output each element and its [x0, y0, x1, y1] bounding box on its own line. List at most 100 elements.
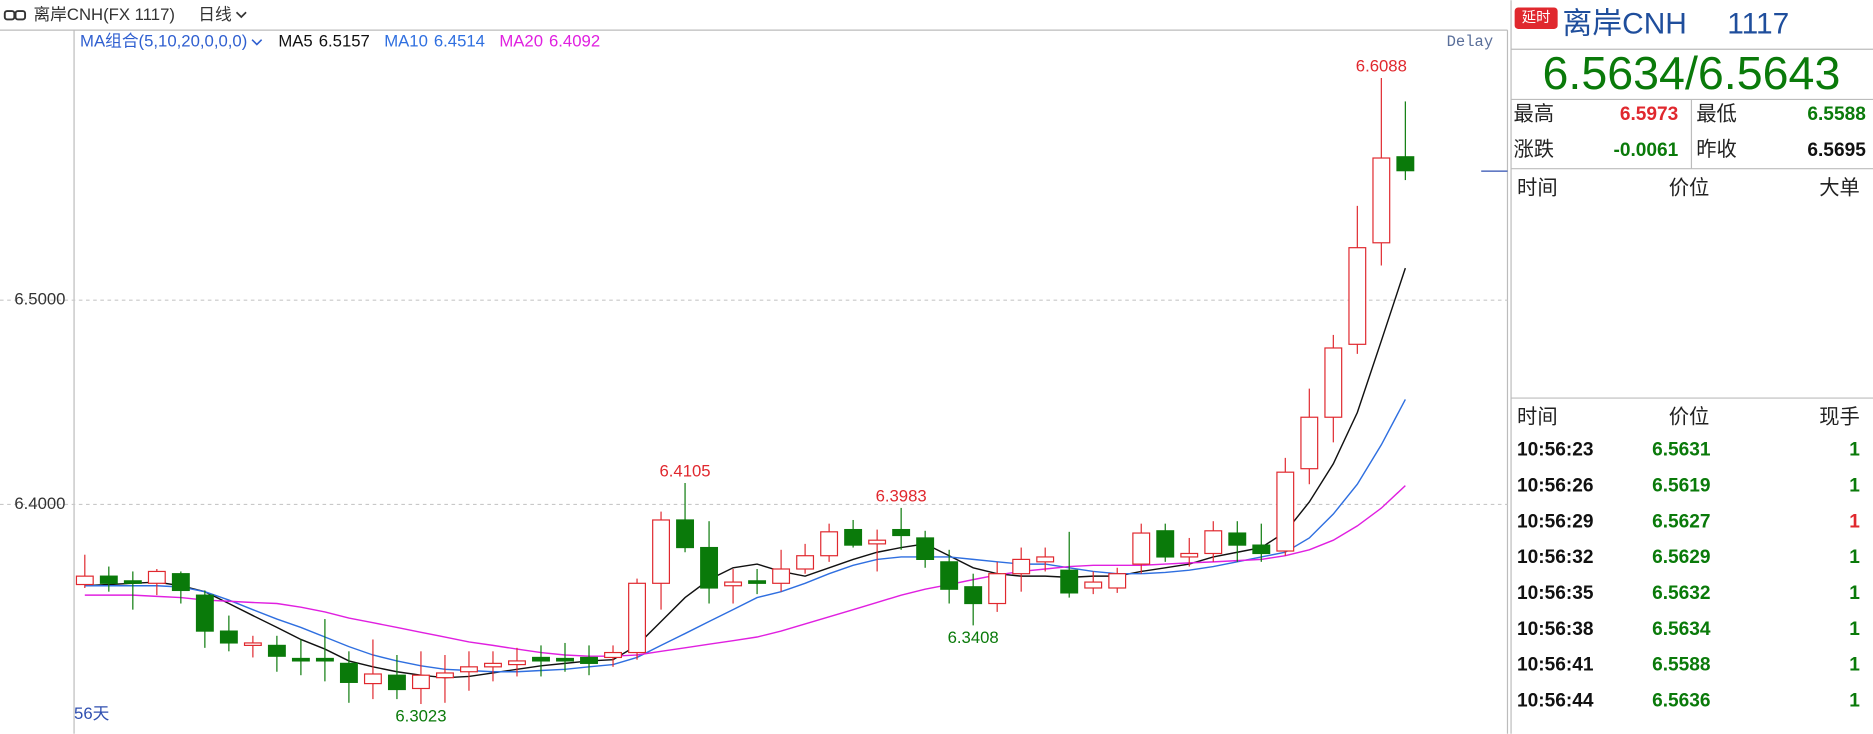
ma-lines — [84, 267, 1407, 679]
stat-value: 6.5973 — [1620, 104, 1678, 125]
candle-body — [796, 555, 815, 570]
trade-qty: 1 — [1849, 619, 1860, 640]
table-header: 大单 — [1819, 176, 1860, 199]
period-chevron[interactable] — [235, 11, 247, 19]
extreme-label: 6.3408 — [948, 628, 999, 647]
trade-time: 10:56:29 — [1517, 511, 1594, 532]
trade-qty: 1 — [1849, 691, 1860, 712]
trade-time: 10:56:44 — [1517, 691, 1594, 712]
candle-body — [724, 581, 743, 587]
trade-time: 10:56:32 — [1517, 547, 1594, 568]
quote-panel: 延时 离岸CNH 1117 6.5634/6.5643 最高 6.5973 最低 6.… — [1510, 0, 1873, 734]
candle-body — [1084, 581, 1103, 589]
candle-body — [772, 568, 791, 584]
candle-body — [267, 644, 286, 657]
legend-value: 6.4092 — [549, 32, 600, 51]
candle-body — [988, 573, 1007, 605]
trade-qty: 1 — [1849, 583, 1860, 604]
trade-qty: 1 — [1849, 547, 1860, 568]
candle-body — [484, 662, 502, 668]
extreme-label: 6.3023 — [395, 707, 446, 726]
candle-body — [748, 580, 767, 584]
legend-value: 6.4514 — [434, 32, 485, 51]
trade-time: 10:56:26 — [1517, 475, 1594, 496]
table-header: 时间 — [1517, 406, 1558, 429]
extreme-label: 6.6088 — [1356, 57, 1407, 76]
candle-body — [868, 539, 887, 545]
candle-body — [628, 582, 646, 654]
candle-body — [411, 674, 430, 690]
legend-name: MA10 — [384, 32, 428, 51]
y-tick-label: 6.5000 — [14, 290, 65, 309]
extreme-label: 6.3983 — [876, 487, 927, 506]
stat-value: 6.5695 — [1807, 140, 1866, 161]
ma-line — [84, 399, 1406, 673]
period-select[interactable]: 日线 — [198, 5, 232, 24]
trades-table: 时间 价位 现手 10:56:23 6.5631 1 10:56:26 6.5619 1 10:5… — [1517, 406, 1860, 712]
candle-body — [1300, 416, 1319, 470]
candle-body — [700, 546, 719, 589]
stat-value: 6.5588 — [1807, 104, 1866, 125]
ma-line — [84, 267, 1407, 679]
candle-body — [195, 594, 214, 632]
bid-ask: 6.5634/6.5643 — [1542, 47, 1840, 99]
trade-price: 6.5631 — [1652, 440, 1711, 461]
stat-value: -0.0061 — [1613, 140, 1678, 161]
table-header: 价位 — [1669, 176, 1710, 199]
symbol-code: 1117 — [1727, 7, 1789, 40]
candle-body — [1180, 552, 1199, 558]
candle-body — [315, 657, 334, 662]
candle-body — [676, 519, 695, 549]
candle-body — [604, 651, 622, 659]
candle-body — [435, 672, 454, 679]
candle-body — [1348, 247, 1367, 345]
candle-body — [844, 528, 863, 546]
candle-body — [508, 660, 526, 666]
candle-body — [964, 586, 983, 605]
ma-line — [84, 485, 1406, 657]
candle-body — [387, 674, 406, 691]
candle-body — [363, 673, 382, 685]
toolbar-icon — [3, 10, 27, 21]
symbol-name: 离岸CNH — [1562, 7, 1686, 40]
trade-price: 6.5634 — [1652, 619, 1711, 640]
stat-label: 昨收 — [1696, 138, 1737, 161]
trade-qty: 1 — [1849, 475, 1860, 496]
table-header: 价位 — [1669, 406, 1710, 429]
candle-body — [1324, 347, 1343, 418]
stat-label: 最高 — [1513, 102, 1554, 125]
candle-body — [1204, 530, 1223, 555]
candle-body — [1276, 471, 1295, 552]
trade-time: 10:56:23 — [1517, 440, 1594, 461]
trade-price: 6.5636 — [1652, 691, 1710, 712]
orders-table: 时间 价位 大单 — [1517, 176, 1860, 199]
trade-time: 10:56:41 — [1517, 655, 1594, 676]
trade-price: 6.5627 — [1652, 511, 1710, 532]
legend-title[interactable]: MA组合(5,10,20,0,0,0) — [80, 32, 247, 51]
trade-price: 6.5632 — [1652, 583, 1710, 604]
stats: 最高 6.5973 最低 6.5588 涨跌 -0.0061 昨收 6.5695 — [1513, 102, 1866, 161]
candle-body — [892, 528, 911, 537]
candle-body — [219, 630, 238, 644]
legend-value: 6.5157 — [319, 32, 370, 51]
grid: 6.4000 6.5000 — [0, 290, 1508, 513]
candle-body — [1156, 530, 1175, 558]
stat-label: 涨跌 — [1513, 138, 1554, 161]
candle-body — [99, 575, 118, 584]
candle-body — [1372, 157, 1391, 244]
trade-qty: 1 — [1849, 655, 1860, 676]
symbol[interactable]: 离岸CNH(FX 1117) — [33, 5, 175, 24]
stat-label: 最低 — [1696, 102, 1737, 125]
legend: MA组合(5,10,20,0,0,0) MA5 6.5157 MA10 6.4514 M… — [80, 32, 600, 51]
legend-chevron — [251, 39, 263, 46]
candle-body — [1228, 532, 1247, 546]
candle-body — [940, 561, 959, 590]
candles: 6.6088 6.4105 6.3983 6.3408 6.3023 — [75, 57, 1415, 726]
table-header: 现手 — [1819, 406, 1860, 429]
delay-label: Delay — [1447, 33, 1494, 51]
candle-body — [580, 656, 598, 664]
candle-body — [556, 657, 574, 662]
candle-body — [339, 662, 358, 683]
